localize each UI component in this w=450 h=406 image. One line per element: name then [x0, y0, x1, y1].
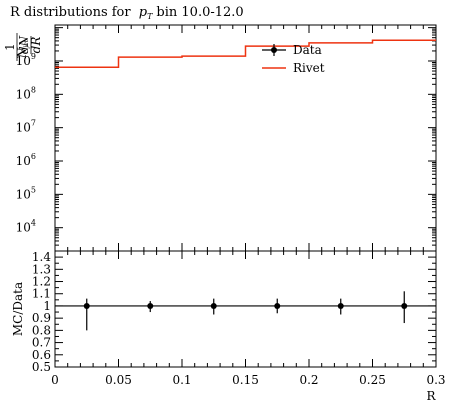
ratio-x-ticks	[54, 251, 437, 367]
ratio-marker	[401, 302, 408, 309]
legend-rivet-label: Rivet	[293, 61, 325, 75]
main-y-tick-label: 109	[16, 52, 36, 68]
ratio-frame	[54, 250, 437, 368]
legend-entry-data: Data	[262, 43, 322, 57]
ratio-marker	[83, 302, 90, 309]
ratio-panel: 0.50.60.70.80.911.11.21.31.4 0 0.05 0.1 0.1…	[32, 250, 446, 387]
x-tick-label: 0.25	[359, 373, 386, 387]
ratio-x-tick-labels: 0 0.05 0.1 0.15 0.2 0.25 0.3	[51, 373, 445, 387]
x-tick-label: 0.05	[105, 373, 132, 387]
title-suffix: bin 10.0-12.0	[156, 5, 243, 20]
main-x-ticks	[54, 25, 437, 251]
ratio-data-point	[83, 298, 90, 331]
ratio-y-tick-label: 1.4	[32, 250, 51, 264]
ratio-y-tick-label: 0.8	[32, 323, 51, 337]
ylabel-dR: dR	[29, 37, 43, 54]
x-tick-label: 0.2	[299, 373, 318, 387]
ylabel-njet: Njet	[15, 39, 30, 59]
main-ylabel-deriv: dN dR	[17, 35, 43, 54]
x-axis-label: R	[426, 389, 436, 403]
ratio-data-point	[147, 301, 154, 313]
ratio-y-tick-label: 0.9	[32, 311, 51, 325]
ratio-ylabel: MC/Data	[11, 282, 25, 336]
title-var-sub: T	[147, 12, 153, 21]
ratio-marker	[210, 302, 217, 309]
x-tick-label: 0.15	[232, 373, 259, 387]
x-tick-label: 0.3	[426, 373, 445, 387]
legend-data-label: Data	[293, 43, 322, 57]
main-y-tick-label: 106	[16, 152, 36, 168]
ratio-y-tick-label: 1.1	[32, 287, 51, 301]
ratio-y-tick-label: 0.5	[32, 360, 51, 374]
ratio-y-tick-label: 0.7	[32, 336, 51, 350]
legend-entry-rivet: Rivet	[262, 61, 325, 75]
data-marker-icon	[271, 47, 277, 53]
legend: Data Rivet	[262, 43, 325, 75]
main-y-tick-labels: 104 105 106 107 108 109	[16, 52, 36, 235]
rivet-step-line	[55, 39, 436, 68]
main-y-tick-label: 108	[16, 85, 36, 101]
ratio-y-tick-label: 0.6	[32, 348, 51, 362]
chart-title: R distributions for pT bin 10.0-12.0	[10, 5, 244, 21]
ratio-data-points	[83, 291, 408, 331]
ratio-y-tick-label: 1.2	[32, 275, 51, 289]
x-tick-label: 0.1	[172, 373, 191, 387]
title-prefix: R distributions for	[10, 5, 131, 20]
ratio-y-tick-label: 1.3	[32, 262, 51, 276]
ratio-data-point	[210, 298, 217, 315]
main-panel: 104 105 106 107 108 109	[16, 24, 437, 252]
ratio-y-tick-labels: 0.50.60.70.80.911.11.21.31.4	[32, 250, 51, 374]
ratio-data-point	[401, 291, 408, 324]
ylabel-one: 1	[3, 43, 17, 51]
ylabel-dN: dN	[17, 35, 31, 54]
main-y-ticks	[55, 27, 436, 252]
main-y-tick-label: 105	[16, 185, 36, 201]
x-tick-label: 0	[51, 373, 59, 387]
ratio-marker	[274, 302, 281, 309]
ratio-marker	[147, 302, 154, 309]
ratio-y-tick-label: 1	[43, 299, 51, 313]
main-y-tick-label: 104	[16, 219, 36, 235]
ratio-marker	[337, 302, 344, 309]
main-ylabel: 1 Njet	[3, 33, 30, 61]
main-y-tick-label: 107	[16, 119, 36, 135]
title-var: p	[139, 5, 148, 20]
main-frame	[54, 24, 437, 252]
ratio-data-point	[337, 298, 344, 315]
ratio-data-point	[274, 298, 281, 314]
ratio-y-ticks	[55, 250, 436, 368]
